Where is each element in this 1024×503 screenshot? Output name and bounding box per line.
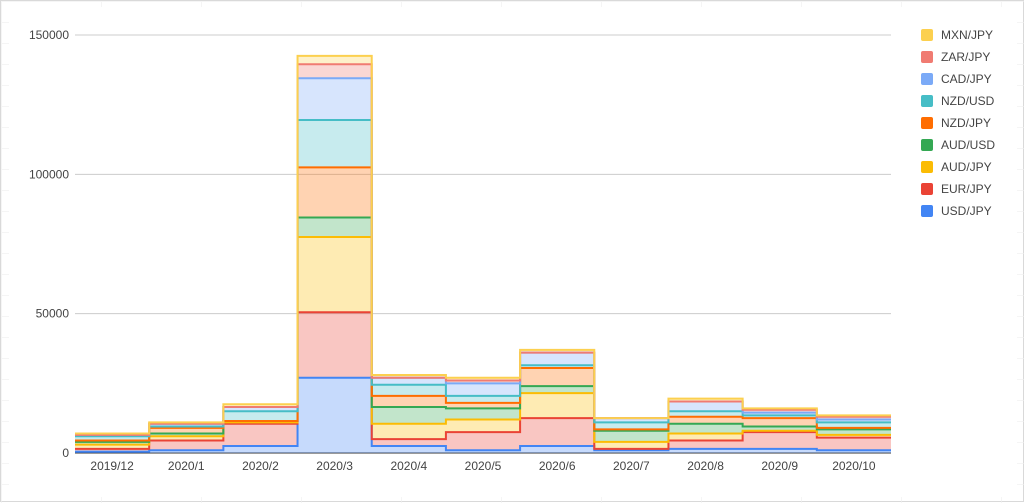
legend-label: ZAR/JPY [941, 50, 990, 64]
legend-swatch [921, 205, 933, 217]
legend-swatch [921, 29, 933, 41]
legend-label: EUR/JPY [941, 182, 992, 196]
series-areas [75, 55, 891, 453]
x-axis-ticks: 2019/12 2020/1 2020/2 2020/3 2020/4 2020/5 202… [90, 459, 876, 473]
y-tick-label: 50000 [36, 307, 70, 321]
legend-swatch [921, 73, 933, 85]
legend-label: CAD/JPY [941, 72, 992, 86]
y-tick-label: 150000 [29, 28, 69, 42]
x-tick-label: 2020/7 [613, 459, 650, 473]
legend-swatch [921, 95, 933, 107]
series-line-mxn-jpy [75, 54, 891, 435]
legend-swatch [921, 183, 933, 195]
legend-item-nzd-jpy: NZD/JPY [921, 116, 991, 130]
gridlines [75, 34, 891, 454]
legend-label: AUD/USD [941, 138, 995, 152]
x-tick-label: 2020/8 [687, 459, 724, 473]
series-line-usd-jpy [75, 376, 891, 453]
x-tick-label: 2020/10 [832, 459, 876, 473]
x-tick-label: 2020/3 [316, 459, 353, 473]
x-tick-label: 2020/6 [539, 459, 576, 473]
series-lines [75, 54, 891, 453]
legend-item-mxn-jpy: MXN/JPY [921, 28, 993, 42]
x-tick-label: 2020/5 [465, 459, 502, 473]
series-area-eur-jpy [75, 312, 891, 452]
legend-label: NZD/USD [941, 94, 995, 108]
legend-label: NZD/JPY [941, 116, 991, 130]
legend-item-aud-jpy: AUD/JPY [921, 160, 992, 174]
chart-card[interactable]: 0 50000 100000 150000 2019/12 2020/1 2020/2 20… [9, 7, 1017, 497]
legend-item-cad-jpy: CAD/JPY [921, 72, 992, 86]
legend-item-nzd-usd: NZD/USD [921, 94, 995, 108]
y-tick-label: 100000 [29, 167, 69, 181]
legend-label: AUD/JPY [941, 160, 992, 174]
legend-swatch [921, 161, 933, 173]
x-tick-label: 2019/12 [90, 459, 134, 473]
legend-item-zar-jpy: ZAR/JPY [921, 50, 990, 64]
y-tick-label: 0 [62, 446, 69, 460]
x-tick-label: 2020/1 [168, 459, 205, 473]
legend-swatch [921, 51, 933, 63]
x-tick-label: 2020/9 [761, 459, 798, 473]
legend-swatch [921, 117, 933, 129]
y-axis-ticks: 0 50000 100000 150000 [29, 28, 69, 460]
legend-label: USD/JPY [941, 204, 992, 218]
x-tick-label: 2020/2 [242, 459, 279, 473]
legend: MXN/JPY ZAR/JPY CAD/JPY NZD/USD NZD/JPY AUD/U… [921, 28, 995, 218]
legend-item-eur-jpy: EUR/JPY [921, 182, 992, 196]
legend-label: MXN/JPY [941, 28, 993, 42]
x-tick-label: 2020/4 [390, 459, 427, 473]
legend-item-aud-usd: AUD/USD [921, 138, 995, 152]
legend-item-usd-jpy: USD/JPY [921, 204, 992, 218]
legend-swatch [921, 139, 933, 151]
